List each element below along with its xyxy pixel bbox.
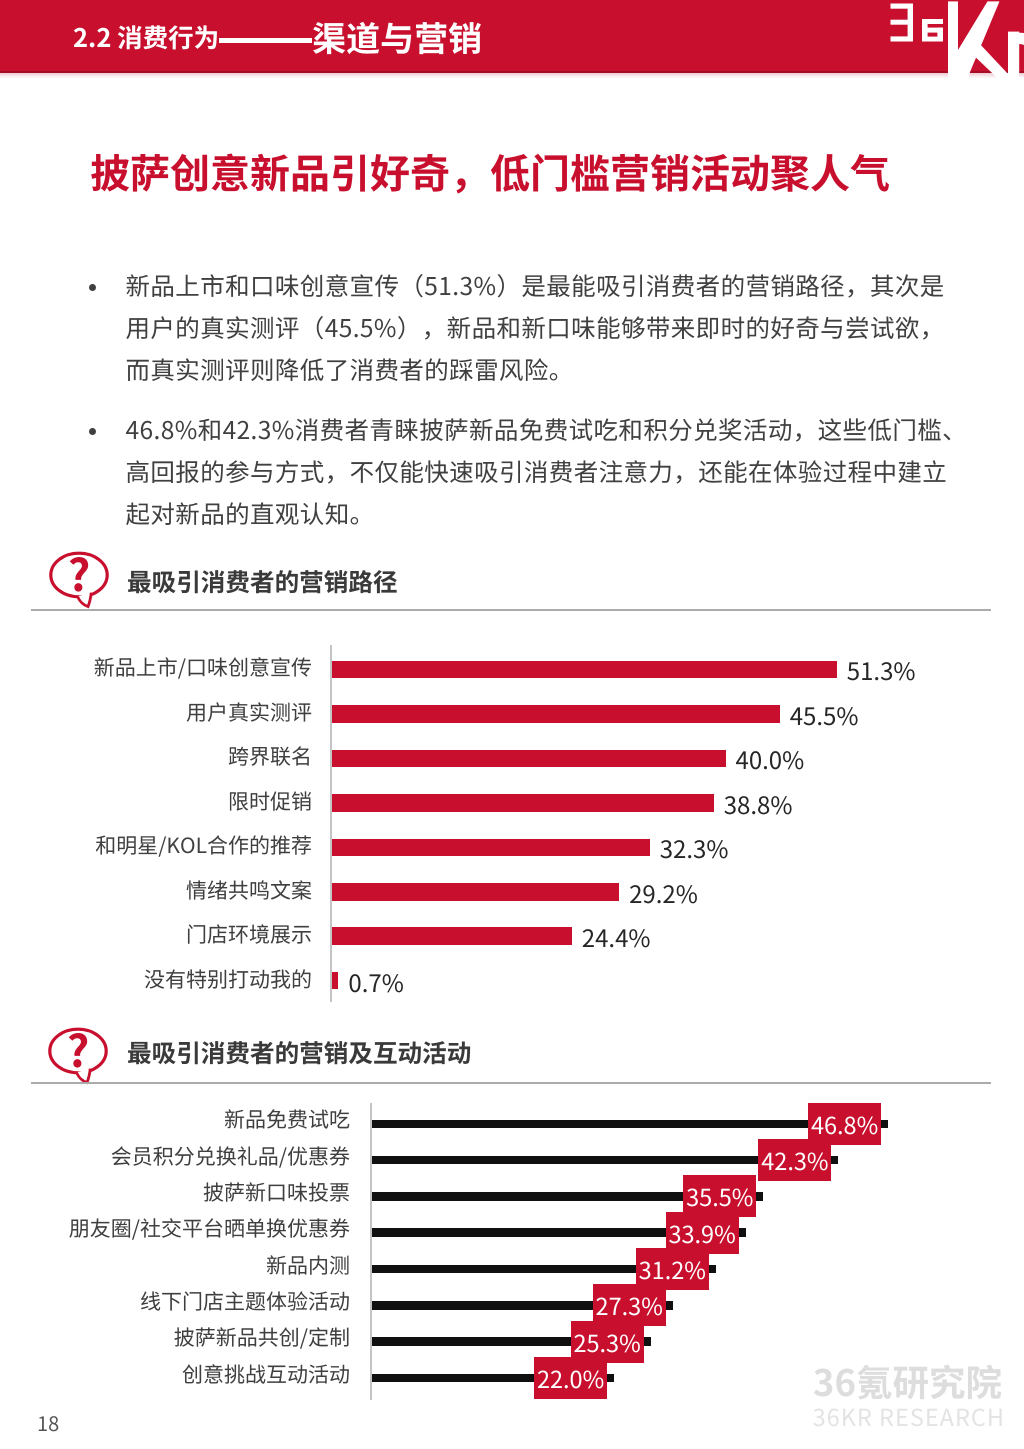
svg-text:?: ? [68,551,91,604]
svg-text:?: ? [67,1027,90,1080]
